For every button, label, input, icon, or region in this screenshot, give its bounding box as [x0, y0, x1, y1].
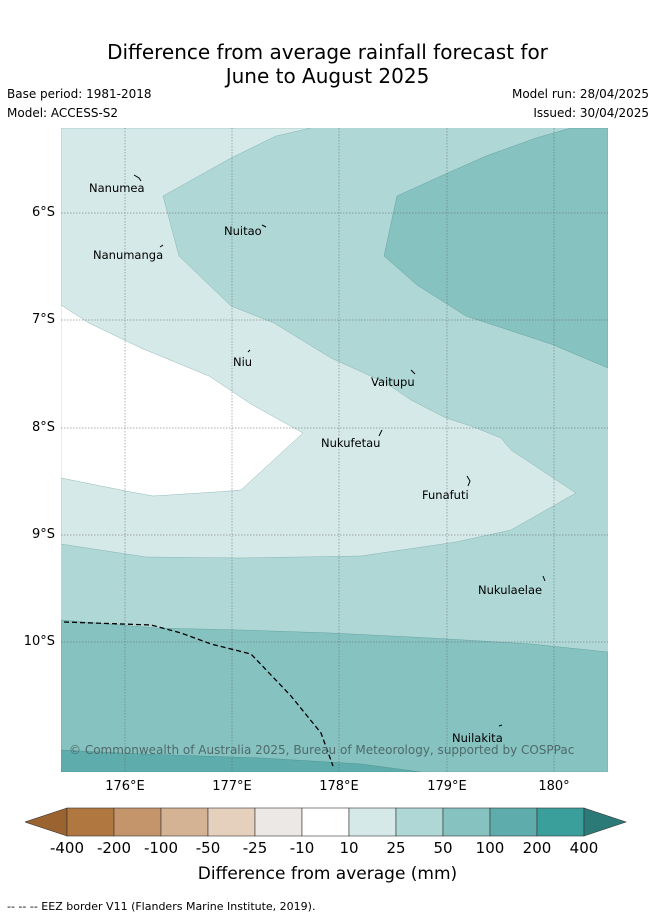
island-nuilakita [498, 724, 503, 727]
island-nanumanga [159, 244, 164, 248]
label-funafuti: Funafuti [422, 488, 469, 502]
label-nuilakita: Nuilakita [452, 731, 503, 745]
title-line-2: June to August 2025 [225, 64, 430, 88]
issued-date: Issued: 30/04/2025 [533, 106, 649, 120]
island-nanumea [133, 174, 142, 182]
colorbar-tick-label: 50 [433, 839, 453, 857]
colorbar-tick-label: -10 [289, 839, 315, 857]
colorbar-tick-label: 25 [386, 839, 406, 857]
colorbar-tick-label: -400 [49, 839, 85, 857]
colorbar-tick-label: 100 [475, 839, 505, 857]
x-tick-179e: 179°E [427, 779, 467, 794]
band-50-100-north [383, 127, 609, 369]
colorbar-tick-label: 200 [522, 839, 552, 857]
chart-title: Difference from average rainfall forecas… [0, 40, 655, 88]
label-nukulaelae: Nukulaelae [478, 583, 542, 597]
eez-border [63, 621, 334, 767]
colorbar-tick-label: -100 [143, 839, 179, 857]
copyright-notice: © Commonwealth of Australia 2025, Bureau… [69, 743, 574, 757]
island-vaitupu [410, 369, 416, 375]
graticule [61, 128, 608, 772]
colorbar-swatch [442, 807, 491, 837]
y-tick-8s: 8°S [31, 420, 55, 435]
islands [133, 174, 546, 727]
label-nanumanga: Nanumanga [93, 248, 163, 262]
colorbar-swatch [113, 807, 162, 837]
x-tick-178e: 178°E [319, 779, 359, 794]
title-line-1: Difference from average rainfall forecas… [107, 40, 548, 64]
island-nukulaelae [542, 575, 546, 582]
colorbar-tick-label: 400 [569, 839, 599, 857]
x-tick-177e: 177°E [212, 779, 252, 794]
band-neutral [60, 304, 304, 497]
base-period: Base period: 1981-2018 [7, 87, 152, 101]
map-panel: Nanumea Nuitao Nanumanga Niu Vaitupu Nuk… [60, 127, 609, 773]
label-nukufetau: Nukufetau [321, 436, 380, 450]
colorbar [25, 807, 627, 837]
label-nanumea: Nanumea [89, 181, 145, 195]
island-nukufetau [378, 429, 383, 437]
island-funafuti [466, 475, 471, 487]
colorbar-tick-label: -200 [96, 839, 132, 857]
colorbar-swatch [536, 807, 585, 837]
colorbar-swatch [489, 807, 538, 837]
colorbar-swatch [254, 807, 303, 837]
y-tick-7s: 7°S [31, 312, 55, 327]
y-tick-10s: 10°S [23, 634, 55, 649]
eez-legend: -- -- -- EEZ border V11 (Flanders Marine… [7, 900, 316, 913]
rainfall-map: Nanumea Nuitao Nanumanga Niu Vaitupu Nuk… [60, 127, 609, 773]
label-niu: Niu [233, 355, 252, 369]
colorbar-swatch [348, 807, 397, 837]
island-niu [247, 349, 251, 353]
label-nuitao: Nuitao [224, 224, 262, 238]
colorbar-tick-label: -25 [242, 839, 268, 857]
colorbar-tick-label: 10 [339, 839, 359, 857]
colorbar-tick-label: -50 [195, 839, 221, 857]
colorbar-arrow-high [583, 807, 627, 837]
x-tick-176e: 176°E [105, 779, 145, 794]
island-nuitao [261, 224, 267, 228]
colorbar-swatch [160, 807, 209, 837]
colorbar-swatch [207, 807, 256, 837]
colorbar-swatch [66, 807, 115, 837]
colorbar-arrow-low [25, 807, 68, 837]
y-tick-9s: 9°S [31, 527, 55, 542]
y-tick-6s: 6°S [31, 205, 55, 220]
model-run: Model run: 28/04/2025 [511, 87, 649, 101]
label-vaitupu: Vaitupu [371, 375, 415, 389]
colorbar-swatches [25, 807, 627, 837]
colorbar-swatch [395, 807, 444, 837]
colorbar-title: Difference from average (mm) [197, 864, 458, 884]
x-tick-180: 180° [538, 779, 570, 794]
colorbar-swatch [301, 807, 350, 837]
model-name: Model: ACCESS-S2 [7, 106, 119, 120]
place-labels: Nanumea Nuitao Nanumanga Niu Vaitupu Nuk… [89, 181, 542, 745]
